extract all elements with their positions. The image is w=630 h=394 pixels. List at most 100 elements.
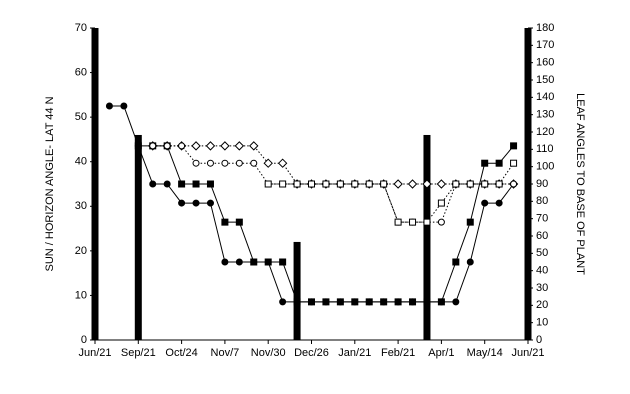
x-tick-label: Feb/21 [381, 347, 415, 359]
x-tick-label: Oct/24 [165, 347, 197, 359]
marker [466, 180, 474, 188]
marker [437, 199, 445, 207]
marker [336, 298, 344, 306]
x-tick-label: Sep/21 [121, 347, 156, 359]
series-line [152, 145, 514, 223]
marker [380, 298, 388, 306]
series-line [152, 145, 514, 185]
marker [163, 180, 171, 188]
y2-tick-label: 140 [536, 91, 554, 103]
series-line [138, 145, 514, 303]
series-line [109, 105, 514, 303]
marker [436, 179, 447, 189]
marker [250, 258, 258, 266]
y-tick-label: 40 [75, 156, 87, 168]
marker [191, 141, 201, 151]
y2-tick-label: 60 [536, 230, 548, 242]
y-tick-label: 30 [75, 200, 87, 212]
marker [234, 141, 245, 151]
marker [452, 258, 460, 266]
marker [365, 298, 373, 306]
x-tick-label: Nov/7 [211, 347, 240, 359]
marker [105, 102, 113, 110]
marker [351, 298, 359, 306]
marker [394, 218, 402, 226]
marker [206, 159, 214, 167]
marker [206, 199, 214, 207]
y2-tick-label: 110 [536, 143, 554, 155]
x-tick-label: Jun/21 [78, 347, 111, 359]
marker [279, 298, 287, 306]
marker [466, 218, 474, 226]
y-tick-label: 20 [75, 245, 87, 257]
marker [322, 298, 330, 306]
marker [178, 180, 186, 188]
bar [524, 28, 532, 340]
marker [221, 218, 229, 226]
y2-tick-label: 50 [536, 247, 548, 259]
marker [437, 298, 445, 306]
marker [452, 180, 460, 188]
marker [437, 218, 445, 226]
marker [134, 142, 142, 150]
y2-axis-title: LEAF ANGLES TO BASE OF PLANT [574, 93, 586, 275]
marker [481, 180, 489, 188]
marker [308, 298, 315, 306]
marker [351, 180, 359, 188]
y2-tick-label: 0 [536, 334, 542, 346]
marker [235, 159, 243, 167]
bar [91, 28, 99, 340]
x-tick-label: Apr/1 [428, 347, 454, 359]
marker [322, 180, 330, 188]
marker [279, 180, 287, 188]
marker [495, 199, 503, 207]
marker [510, 159, 518, 167]
marker [495, 159, 503, 167]
marker [409, 218, 417, 226]
y-tick-label: 60 [75, 66, 87, 78]
marker [293, 180, 301, 188]
bar [293, 241, 301, 340]
marker [308, 180, 315, 188]
marker [264, 258, 272, 266]
marker [120, 102, 128, 110]
marker [452, 298, 460, 306]
x-tick-label: Dec/26 [294, 347, 329, 359]
marker [279, 258, 287, 266]
marker [192, 159, 200, 167]
y2-tick-label: 80 [536, 195, 548, 207]
marker [422, 179, 432, 189]
marker [192, 199, 200, 207]
marker [206, 180, 214, 188]
marker [277, 158, 288, 168]
y2-tick-label: 120 [536, 126, 554, 138]
y-tick-label: 70 [75, 22, 87, 34]
marker [336, 180, 344, 188]
bar [134, 134, 142, 340]
y2-tick-label: 160 [536, 57, 554, 69]
y-tick-label: 0 [81, 334, 87, 346]
x-tick-label: Jan/21 [338, 347, 371, 359]
marker [481, 199, 489, 207]
y2-tick-label: 90 [536, 178, 548, 190]
y2-tick-label: 30 [536, 282, 548, 294]
marker [235, 218, 243, 226]
series-line [268, 162, 514, 223]
marker [394, 298, 402, 306]
marker [192, 180, 200, 188]
y2-tick-label: 130 [536, 109, 554, 121]
x-tick-label: Nov/30 [251, 347, 286, 359]
marker [263, 158, 273, 168]
marker [220, 141, 230, 151]
y2-tick-label: 40 [536, 265, 548, 277]
x-tick-label: May/14 [467, 347, 503, 359]
marker [249, 141, 259, 151]
y2-tick-label: 150 [536, 74, 554, 86]
marker [393, 179, 403, 189]
marker [250, 159, 258, 167]
marker [409, 298, 417, 306]
y2-tick-label: 170 [536, 39, 554, 51]
marker [221, 258, 229, 266]
marker [423, 298, 431, 306]
